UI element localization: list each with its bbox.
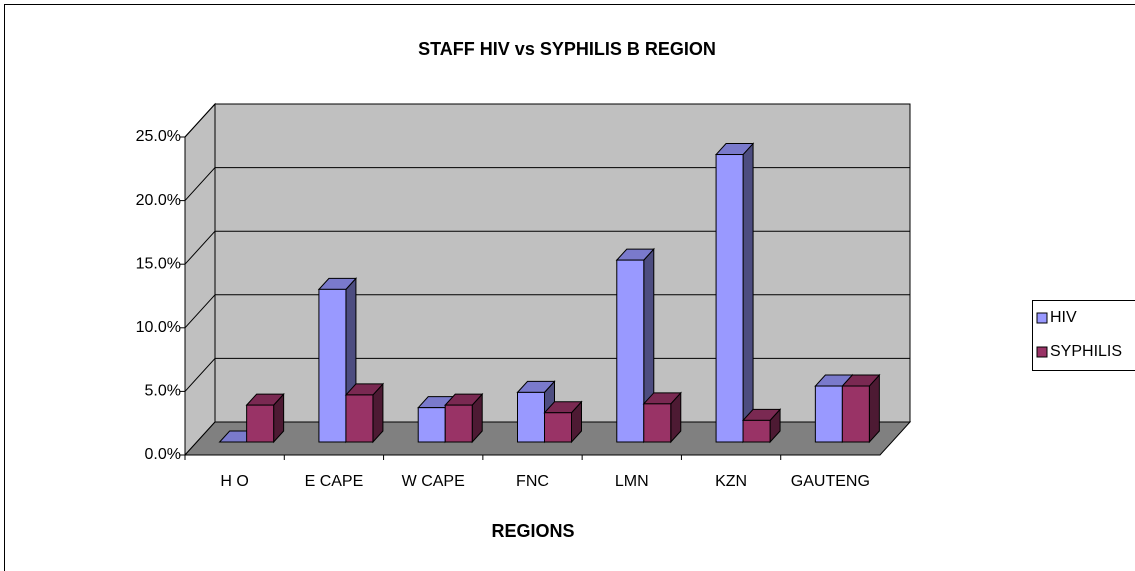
bar-front — [517, 391, 545, 443]
y-tick-label: 5.0% — [145, 383, 181, 400]
y-tick-label: 0.0% — [145, 446, 181, 463]
legend-label: SYPHILIS — [1050, 343, 1122, 360]
legend-swatch — [1036, 346, 1048, 358]
bar-front — [841, 385, 870, 443]
bar — [741, 408, 782, 444]
bar-front — [742, 419, 771, 443]
bar-front — [417, 407, 446, 443]
bar-front — [444, 404, 473, 443]
x-tick-label: KZN — [715, 473, 747, 490]
x-tick-label: E CAPE — [305, 473, 364, 490]
bar-front — [715, 154, 744, 443]
bar-front — [246, 404, 275, 443]
y-tick-label: 15.0% — [136, 255, 181, 272]
bar-front — [318, 288, 347, 443]
chart-title: STAFF HIV vs SYPHILIS B REGION — [418, 39, 716, 59]
legend-label: HIV — [1050, 309, 1077, 326]
bar — [841, 373, 881, 444]
y-tick-label: 10.0% — [136, 319, 181, 336]
bar — [344, 382, 385, 444]
grid-line — [184, 167, 216, 201]
bar-side — [742, 142, 754, 444]
grid-line — [184, 358, 216, 392]
x-axis-label: REGIONS — [491, 521, 574, 541]
bar-front — [643, 403, 672, 443]
y-tick-label: 20.0% — [136, 192, 181, 209]
x-tick-label: GAUTENG — [791, 473, 870, 490]
x-tick-label: FNC — [516, 473, 549, 490]
legend — [1032, 300, 1135, 371]
bar-front — [544, 412, 572, 443]
grid-line — [184, 103, 216, 138]
x-tick-label: LMN — [615, 473, 649, 490]
bar — [642, 391, 682, 444]
y-tick-label: 25.0% — [136, 128, 181, 145]
x-tick-label: W CAPE — [402, 473, 465, 490]
bar — [714, 142, 755, 444]
x-tick-label: H O — [220, 473, 248, 490]
side-wall — [184, 102, 216, 457]
legend-swatch — [1036, 312, 1048, 324]
grid-line — [184, 230, 216, 265]
grid-line — [184, 294, 216, 329]
bar — [615, 247, 655, 444]
bar-front — [814, 385, 843, 443]
bar-front — [616, 259, 645, 443]
bar — [444, 392, 484, 444]
bar-front — [345, 394, 374, 443]
bar — [245, 392, 285, 444]
bars — [218, 142, 881, 444]
bar — [543, 400, 583, 444]
